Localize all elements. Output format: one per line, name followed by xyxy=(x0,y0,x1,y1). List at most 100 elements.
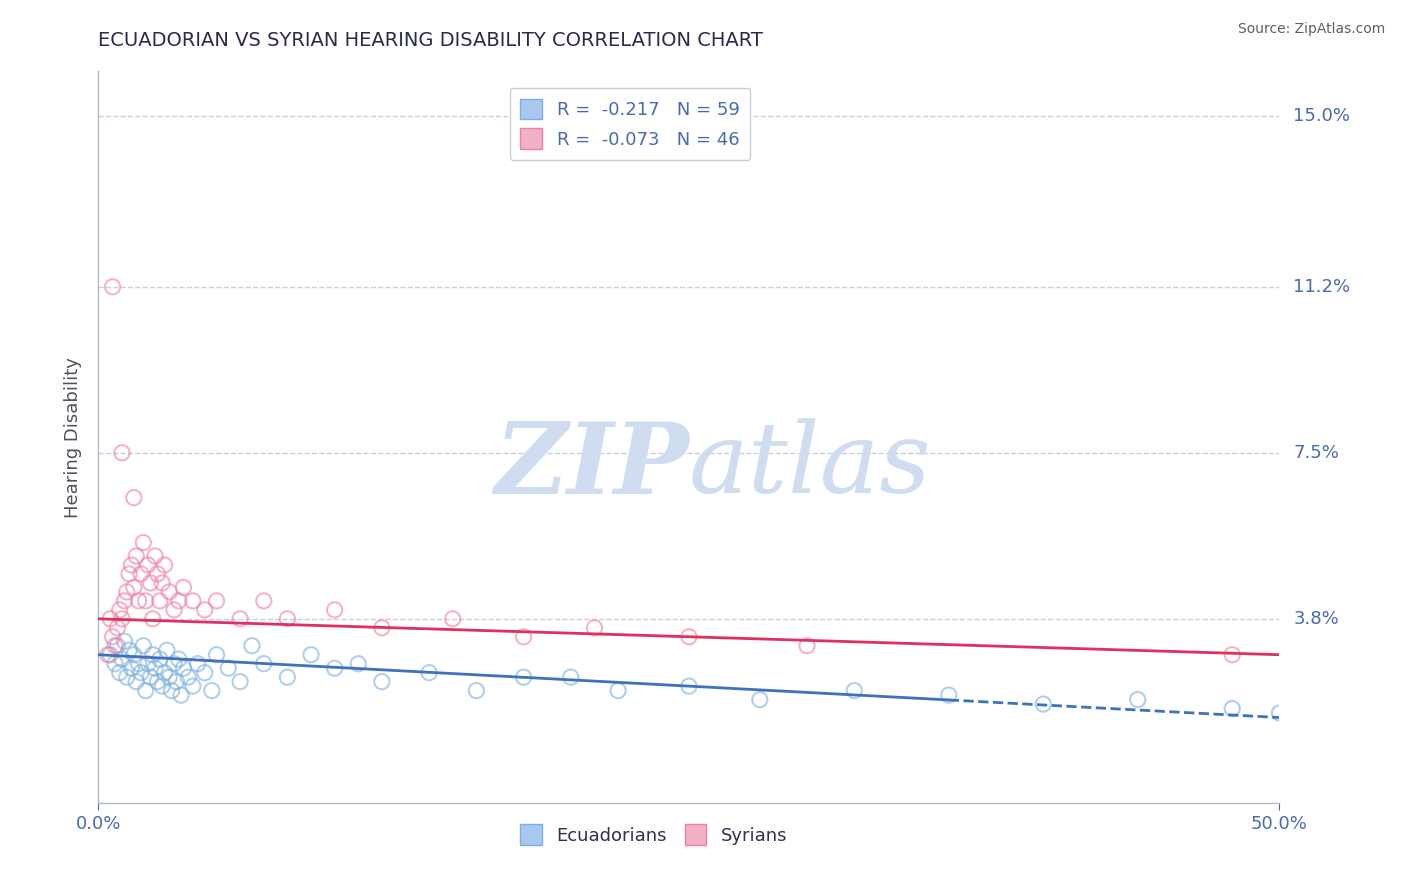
Point xyxy=(205,648,228,662)
Point xyxy=(142,648,165,662)
Point xyxy=(118,643,141,657)
Point xyxy=(146,674,169,689)
Legend: Ecuadorians, Syrians: Ecuadorians, Syrians xyxy=(513,817,794,852)
Point xyxy=(938,688,960,702)
Point xyxy=(128,657,150,671)
Point xyxy=(112,634,135,648)
Point xyxy=(323,661,346,675)
Point xyxy=(160,683,183,698)
Point xyxy=(132,639,155,653)
Point xyxy=(418,665,440,680)
Point xyxy=(796,639,818,653)
Point xyxy=(276,670,298,684)
Point xyxy=(465,683,488,698)
Text: 15.0%: 15.0% xyxy=(1294,107,1350,125)
Text: Source: ZipAtlas.com: Source: ZipAtlas.com xyxy=(1237,22,1385,37)
Point xyxy=(153,558,176,572)
Point xyxy=(111,612,134,626)
Point xyxy=(347,657,370,671)
Point xyxy=(129,566,152,581)
Point xyxy=(163,657,186,671)
Point xyxy=(1268,706,1291,720)
Point xyxy=(512,630,534,644)
Point xyxy=(101,279,124,293)
Point xyxy=(150,679,173,693)
Text: 3.8%: 3.8% xyxy=(1294,610,1339,628)
Point xyxy=(253,594,276,608)
Point xyxy=(98,648,121,662)
Point xyxy=(97,648,120,662)
Text: ZIP: ZIP xyxy=(494,418,689,515)
Point xyxy=(156,643,179,657)
Point xyxy=(678,679,700,693)
Point xyxy=(122,648,145,662)
Point xyxy=(139,670,162,684)
Point xyxy=(112,594,135,608)
Point xyxy=(181,594,204,608)
Point xyxy=(135,683,157,698)
Point xyxy=(1220,648,1243,662)
Point xyxy=(678,630,700,644)
Point xyxy=(299,648,322,662)
Point xyxy=(323,603,346,617)
Point xyxy=(371,621,394,635)
Point xyxy=(172,661,194,675)
Point xyxy=(172,581,194,595)
Point xyxy=(194,603,217,617)
Point xyxy=(143,661,166,675)
Point xyxy=(125,674,148,689)
Point xyxy=(163,603,186,617)
Point xyxy=(240,639,263,653)
Point xyxy=(108,665,131,680)
Point xyxy=(125,549,148,563)
Point xyxy=(607,683,630,698)
Point xyxy=(177,670,200,684)
Point xyxy=(165,674,187,689)
Point xyxy=(276,612,298,626)
Point xyxy=(1220,701,1243,715)
Point xyxy=(121,661,143,675)
Point xyxy=(132,535,155,549)
Point xyxy=(104,657,127,671)
Point xyxy=(157,585,180,599)
Point xyxy=(104,639,127,653)
Point xyxy=(844,683,866,698)
Point xyxy=(157,670,180,684)
Point xyxy=(194,665,217,680)
Point xyxy=(149,652,172,666)
Point xyxy=(111,652,134,666)
Point xyxy=(748,692,770,706)
Point xyxy=(253,657,276,671)
Point xyxy=(181,679,204,693)
Y-axis label: Hearing Disability: Hearing Disability xyxy=(65,357,83,517)
Point xyxy=(229,612,252,626)
Point xyxy=(129,665,152,680)
Point xyxy=(167,594,190,608)
Point xyxy=(111,446,134,460)
Point xyxy=(142,612,165,626)
Point xyxy=(115,585,138,599)
Point xyxy=(153,665,176,680)
Point xyxy=(105,639,128,653)
Point xyxy=(560,670,582,684)
Point xyxy=(139,575,162,590)
Point xyxy=(146,566,169,581)
Point xyxy=(187,657,209,671)
Point xyxy=(121,558,143,572)
Point xyxy=(118,566,141,581)
Point xyxy=(1032,697,1054,711)
Point xyxy=(149,594,172,608)
Point xyxy=(170,688,193,702)
Point xyxy=(167,652,190,666)
Point xyxy=(143,549,166,563)
Point xyxy=(122,581,145,595)
Point xyxy=(128,594,150,608)
Point xyxy=(115,670,138,684)
Point xyxy=(136,558,159,572)
Text: 11.2%: 11.2% xyxy=(1294,277,1351,296)
Point xyxy=(136,657,159,671)
Point xyxy=(105,621,128,635)
Point xyxy=(101,630,124,644)
Point xyxy=(135,594,157,608)
Text: 7.5%: 7.5% xyxy=(1294,444,1340,462)
